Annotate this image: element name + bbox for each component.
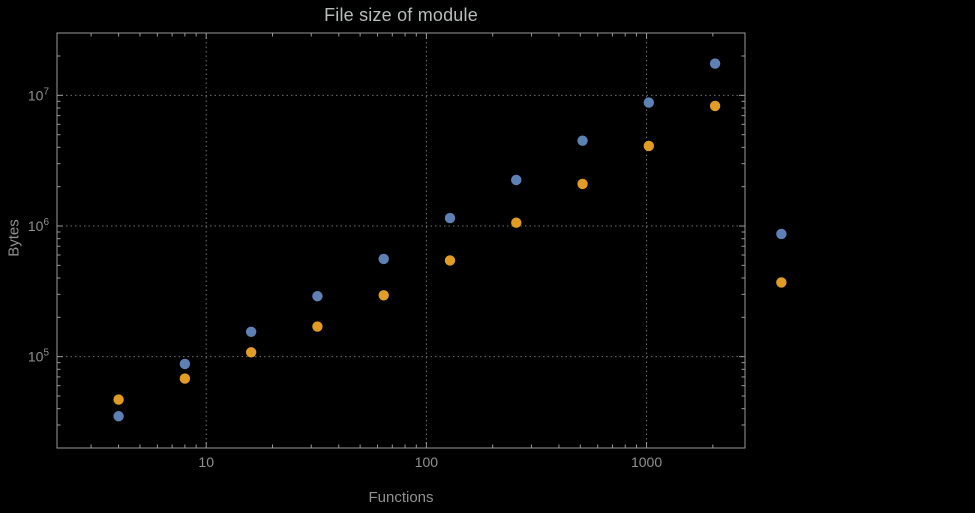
y-tick-label: 105	[28, 348, 50, 365]
data-point-series-2	[378, 290, 389, 301]
data-point-series-2	[312, 321, 323, 332]
data-point-series-1	[245, 326, 257, 338]
data-point-series-1	[776, 228, 787, 240]
y-tick-label: 106	[28, 217, 50, 234]
data-point-series-1	[113, 411, 124, 422]
data-point-series-2	[511, 217, 522, 228]
plot-frame	[56, 32, 746, 449]
data-point-series-1	[378, 253, 389, 265]
data-point-series-1	[511, 174, 522, 186]
data-point-series-2	[113, 394, 124, 405]
data-point-series-1	[643, 97, 655, 108]
x-tick-label: 10	[198, 454, 214, 470]
data-point-series-2	[776, 277, 787, 288]
data-point-series-2	[577, 178, 588, 190]
data-point-series-1	[577, 135, 588, 146]
data-point-series-2	[245, 347, 257, 358]
data-point-series-2	[179, 373, 191, 384]
x-tick-label: 100	[415, 454, 439, 470]
x-tick-label: 1000	[631, 454, 662, 470]
data-point-series-1	[179, 358, 191, 370]
data-point-series-2	[709, 100, 721, 112]
chart-title: File size of module	[324, 5, 478, 25]
data-point-series-1	[312, 291, 323, 302]
data-point-series-2	[444, 255, 456, 266]
data-point-series-1	[709, 58, 721, 69]
x-axis-label: Functions	[368, 489, 434, 506]
data-point-series-1	[444, 212, 456, 224]
data-point-series-2	[643, 140, 655, 152]
y-tick-label: 107	[28, 86, 50, 103]
y-axis-label: Bytes	[5, 219, 23, 257]
